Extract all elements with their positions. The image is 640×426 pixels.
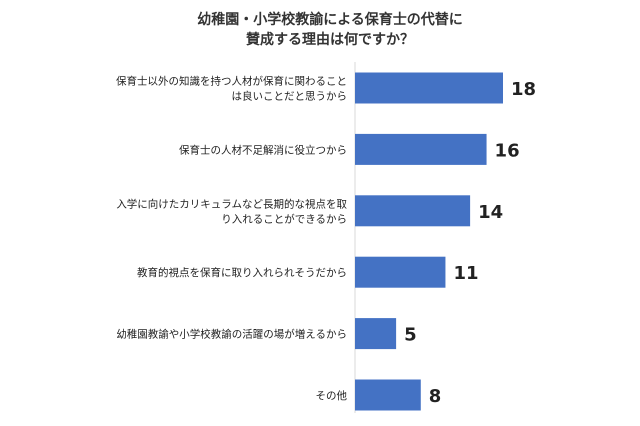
category-label: その他 — [316, 389, 348, 402]
category-label: り入れることができるから — [221, 212, 347, 225]
category-labels: 保育士以外の知識を持つ人材が保育に関わることは良いことだと思うから保育士の人材不… — [116, 75, 347, 403]
category-label: 教育的視点を保育に取り入れられそうだから — [137, 266, 347, 279]
category-label: 幼稚園教諭や小学校教諭の活躍の場が増えるから — [116, 328, 347, 341]
category-label: 保育士の人材不足解消に役立つから — [179, 143, 347, 156]
category-label: 入学に向けたカリキュラムなど長期的な視点を取 — [116, 197, 347, 210]
data-label: 8 — [429, 386, 442, 407]
chart-title-line: 賛成する理由は何ですか？ — [246, 31, 414, 48]
category-label: 保育士以外の知識を持つ人材が保育に関わること — [116, 75, 347, 88]
category-label: は良いことだと思うから — [232, 90, 348, 103]
bars-group — [355, 72, 503, 411]
chart-title-line: 幼稚園・小学校教諭による保育士の代替に — [197, 11, 463, 28]
bar — [355, 133, 487, 165]
data-label: 18 — [511, 79, 536, 100]
bar — [355, 72, 503, 104]
bar — [355, 256, 446, 288]
data-label: 14 — [478, 202, 503, 223]
data-label: 5 — [404, 325, 417, 346]
value-labels: 18 16 14 11 5 8 — [404, 79, 536, 407]
chart-title: 幼稚園・小学校教諭による保育士の代替に 賛成する理由は何ですか？ — [197, 11, 463, 48]
bar — [355, 195, 471, 227]
bar — [355, 318, 397, 350]
data-label: 11 — [453, 263, 478, 284]
data-label: 16 — [495, 140, 520, 161]
bar — [355, 379, 421, 411]
